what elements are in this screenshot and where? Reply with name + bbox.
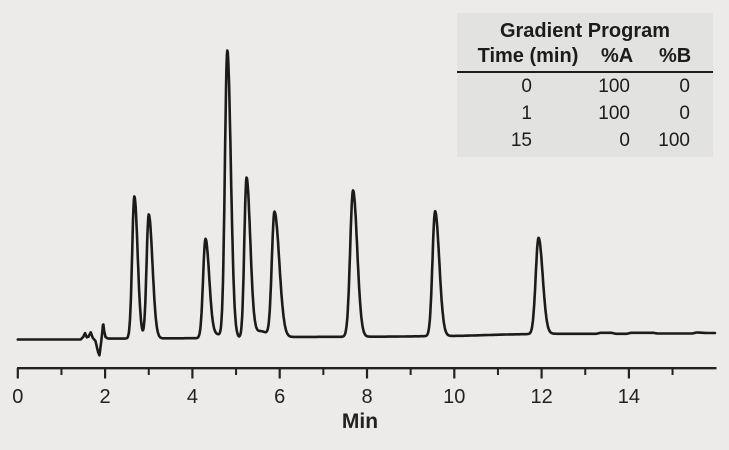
gradient-table-column-header-percent-b: %B: [659, 45, 692, 67]
gradient-table-row: 0 100 0: [457, 73, 713, 100]
gradient-table-cell: 0: [679, 103, 690, 124]
gradient-table-cell: 1: [521, 103, 532, 124]
gradient-table-cell: 100: [658, 130, 690, 151]
gradient-table-header-row: Time (min) %A %B: [457, 44, 713, 68]
gradient-table-cell: 100: [598, 103, 630, 124]
x-axis-tick-label: 6: [274, 386, 285, 408]
gradient-table-cell: 0: [521, 76, 532, 97]
gradient-table-row: 15 0 100: [457, 127, 713, 154]
x-axis-tick-label: 4: [187, 386, 198, 408]
gradient-table-cell: 0: [679, 76, 690, 97]
x-axis-title: Min: [342, 410, 378, 433]
gradient-table-row: 1 100 0: [457, 100, 713, 127]
gradient-table-header-rule: [457, 71, 713, 73]
x-axis-tick-label: 10: [443, 386, 465, 408]
chromatogram-trace: [16, 49, 717, 357]
gradient-table-cell: 15: [510, 130, 532, 151]
x-axis-tick-label: 2: [100, 386, 111, 408]
gradient-table-cell: 0: [619, 130, 630, 151]
x-axis-tick-label: 14: [618, 386, 640, 408]
gradient-table-column-header-percent-a: %A: [601, 45, 634, 67]
x-axis-tick-label: 8: [361, 386, 372, 408]
x-axis-tick-label: 12: [530, 386, 552, 408]
gradient-table-title: Gradient Program: [499, 20, 671, 42]
gradient-program-table: Gradient Program Time (min) %A %B 0 100 0 1…: [457, 13, 713, 157]
gradient-table-column-header-time: Time (min): [477, 45, 579, 67]
x-axis-tick-label: 0: [12, 386, 23, 408]
gradient-table-rows: 0 100 0 1 100 0 15 0 100: [457, 73, 713, 154]
gradient-table-cell: 100: [598, 76, 630, 97]
